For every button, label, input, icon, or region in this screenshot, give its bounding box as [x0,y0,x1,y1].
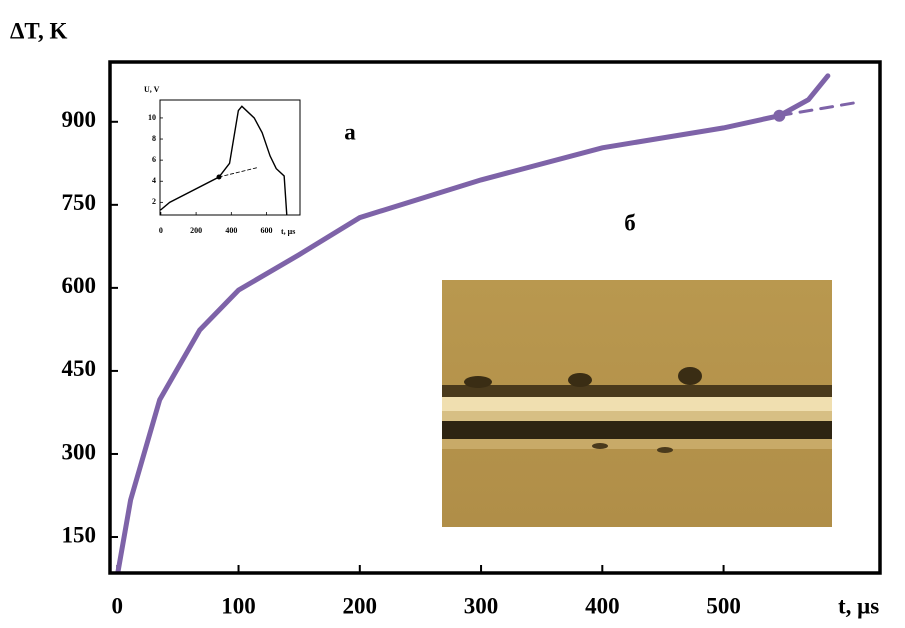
x-tick-label: 200 [343,593,378,618]
y-tick-label: 600 [62,273,97,298]
x-tick-label: 300 [464,593,499,618]
x-tick-label: 500 [706,593,741,618]
y-tick-label: 300 [62,439,97,464]
y-tick-label: 4 [152,176,156,185]
marker [773,110,785,122]
y-tick-label: 8 [152,134,156,143]
y-tick-label: 900 [62,107,97,132]
x-tick-label: 600 [261,226,273,235]
photo [442,280,832,527]
y-tick-label: 750 [62,190,97,215]
y-axis-label: U, V [144,85,160,94]
x-tick-label: 0 [159,226,163,235]
x-tick-label: 400 [585,593,620,618]
x-tick-label: 400 [225,226,237,235]
chart: 1503004506007509000100200300400500ΔT, Kt… [0,0,905,628]
annotation: а [344,119,356,144]
marker [216,175,221,180]
y-tick-label: 6 [152,155,156,164]
y-tick-label: 150 [62,522,97,547]
x-tick-label: 200 [190,226,202,235]
y-tick-label: 450 [62,356,97,381]
x-tick-label: 0 [112,593,124,618]
x-tick-label: 100 [221,593,256,618]
annotation: б [624,210,636,235]
y-tick-label: 10 [148,113,156,122]
y-tick-label: 2 [152,197,156,206]
x-axis-label: t, μs [838,593,879,618]
y-axis-label: ΔT, K [10,18,68,43]
x-axis-label: t, μs [281,227,295,236]
